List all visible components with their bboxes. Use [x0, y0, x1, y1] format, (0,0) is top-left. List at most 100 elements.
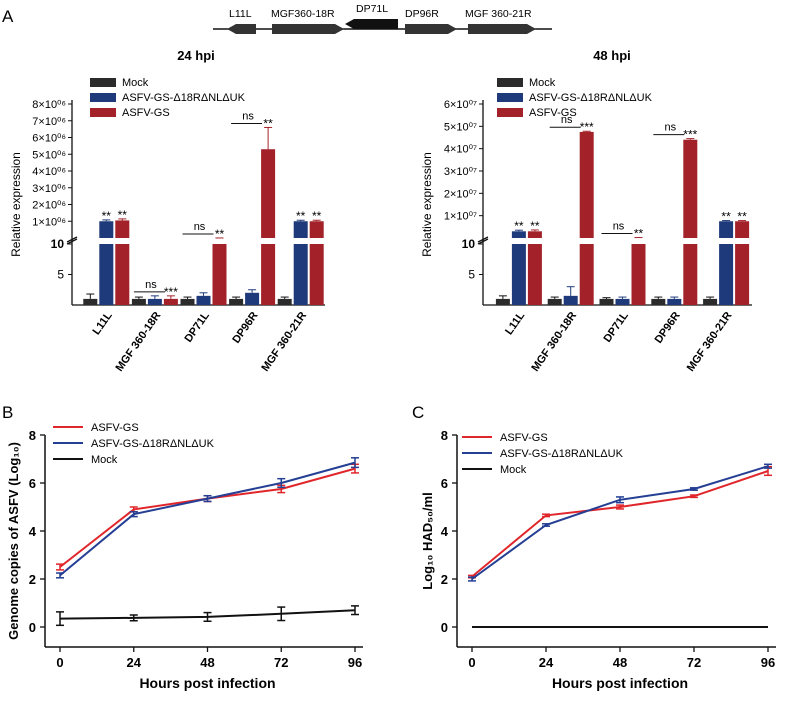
- gene-arrow-l11l: [227, 24, 256, 34]
- y-tick-label-upper: 5×10⁰⁷: [444, 121, 477, 133]
- gene-label-dp71l: DP71L: [356, 3, 388, 15]
- significance-label: **: [296, 209, 306, 223]
- significance-label: **: [721, 210, 731, 224]
- chart-title: 48 hpi: [593, 48, 631, 63]
- significance-label: ns: [194, 221, 206, 233]
- bar-upper-segment: [99, 221, 114, 238]
- bar: [703, 298, 718, 305]
- series-line-1: [471, 465, 769, 580]
- bar: [651, 298, 666, 305]
- gene-label-l11l: L11L: [229, 8, 252, 20]
- significance-label: **: [312, 209, 322, 223]
- legend-label-2: ASFV-GS: [529, 107, 577, 119]
- y-tick-label: 4: [441, 524, 449, 539]
- y-tick-label-upper: 3×10⁰⁷: [444, 166, 477, 178]
- x-tick-label: 96: [761, 655, 775, 670]
- y-tick-label: 6: [441, 476, 448, 491]
- x-tick-label: 72: [687, 655, 701, 670]
- significance-label: ***: [683, 128, 697, 142]
- x-tick-label: 24: [127, 655, 142, 670]
- significance-label: ns: [145, 279, 157, 291]
- x-tick-label: 24: [539, 655, 554, 670]
- x-tick-label: DP71L: [182, 310, 212, 345]
- bar: [229, 298, 244, 305]
- y-tick-label-upper: 5×10⁰⁶: [32, 149, 66, 161]
- series-line-0: [471, 470, 769, 578]
- bar-lower-segment: [293, 244, 308, 305]
- y-tick-label: 2: [441, 572, 448, 587]
- x-axis-label: Hours post infection: [552, 675, 688, 691]
- y-tick-label-upper: 4×10⁰⁶: [32, 166, 66, 178]
- chart-title: 24 hpi: [177, 48, 215, 63]
- bar-lower-segment: [212, 244, 227, 305]
- bar-upper-segment: [735, 221, 750, 238]
- panel-letter-c: C: [412, 403, 424, 422]
- x-tick-label: L11L: [503, 310, 527, 338]
- y-tick-label-upper: 8×10⁰⁶: [32, 99, 66, 111]
- legend-label-1: ASFV-GS-Δ18RΔNLΔUK: [122, 92, 246, 104]
- bar: [563, 295, 578, 305]
- series-line-0: [59, 467, 356, 568]
- bar-upper-segment: [261, 149, 276, 238]
- gene-arrow-dp71l: [345, 19, 398, 29]
- bar: [599, 298, 614, 305]
- significance-label: **: [530, 219, 540, 233]
- y-tick-label-upper: 6×10⁰⁶: [32, 133, 66, 145]
- series-line-1: [59, 461, 356, 577]
- gene-label-dp96r: DP96R: [405, 8, 439, 20]
- legend-label-0: Mock: [529, 77, 556, 89]
- legend-label-0: ASFV-GS: [500, 432, 548, 444]
- bar: [180, 298, 195, 305]
- bar-lower-segment: [579, 244, 594, 305]
- y-tick-label-upper: 3×10⁰⁶: [32, 183, 66, 195]
- bar-lower-segment: [719, 244, 734, 305]
- bar-upper-segment: [115, 220, 130, 238]
- y-axis-label: Genome copies of ASFV (Log₁₀): [6, 442, 21, 640]
- x-tick-label: MGF 360-21R: [685, 310, 735, 374]
- y-tick-label: 0: [29, 620, 36, 635]
- bar-upper-segment: [719, 221, 734, 238]
- bar: [196, 295, 211, 305]
- x-axis-label: Hours post infection: [139, 675, 275, 691]
- bar-lower-segment: [261, 244, 276, 305]
- legend-label-2: Mock: [91, 454, 118, 466]
- significance-label: **: [215, 227, 225, 241]
- axis-break-mark: [477, 236, 489, 243]
- x-tick-label: 0: [56, 655, 63, 670]
- x-tick-label: 0: [468, 655, 475, 670]
- significance-label: ns: [613, 221, 625, 233]
- y-tick-label-lower: 5: [468, 268, 475, 282]
- significance-label: ns: [242, 110, 254, 122]
- significance-label: **: [634, 227, 644, 241]
- gene-arrow-dp96r: [405, 24, 457, 34]
- bar: [667, 298, 682, 305]
- y-tick-label: 8: [29, 428, 36, 443]
- significance-label: ns: [561, 114, 573, 126]
- gene-arrow-mgf360-18r: [272, 24, 344, 34]
- axis-break-mark: [477, 238, 489, 245]
- bar-upper-segment: [511, 231, 526, 238]
- gene-label-mgf360-18r: MGF360-18R: [271, 8, 335, 20]
- panel-letter-b: B: [2, 403, 13, 422]
- bar: [615, 298, 630, 305]
- legend-swatch-1: [90, 93, 116, 102]
- bar-upper-segment: [309, 221, 324, 238]
- legend-label-2: Mock: [500, 464, 527, 476]
- bar: [277, 298, 292, 305]
- bar-lower-segment: [683, 244, 698, 305]
- bar-lower-segment: [99, 244, 114, 305]
- y-tick-label-upper: 1×10⁰⁷: [444, 211, 477, 223]
- y-tick-label: 6: [29, 476, 36, 491]
- bar-lower-segment: [527, 244, 542, 305]
- legend-label-1: ASFV-GS-Δ18RΔNLΔUK: [529, 92, 653, 104]
- y-tick-label-lower: 10: [462, 237, 476, 251]
- gene-label-mgf360-21r: MGF 360-21R: [465, 8, 532, 20]
- legend-swatch-2: [90, 108, 116, 117]
- significance-label: **: [102, 209, 112, 223]
- panel-letter-a: A: [2, 7, 14, 26]
- legend-label-0: Mock: [122, 77, 149, 89]
- y-axis-label: Log₁₀ HAD₅₀/ml: [420, 492, 435, 589]
